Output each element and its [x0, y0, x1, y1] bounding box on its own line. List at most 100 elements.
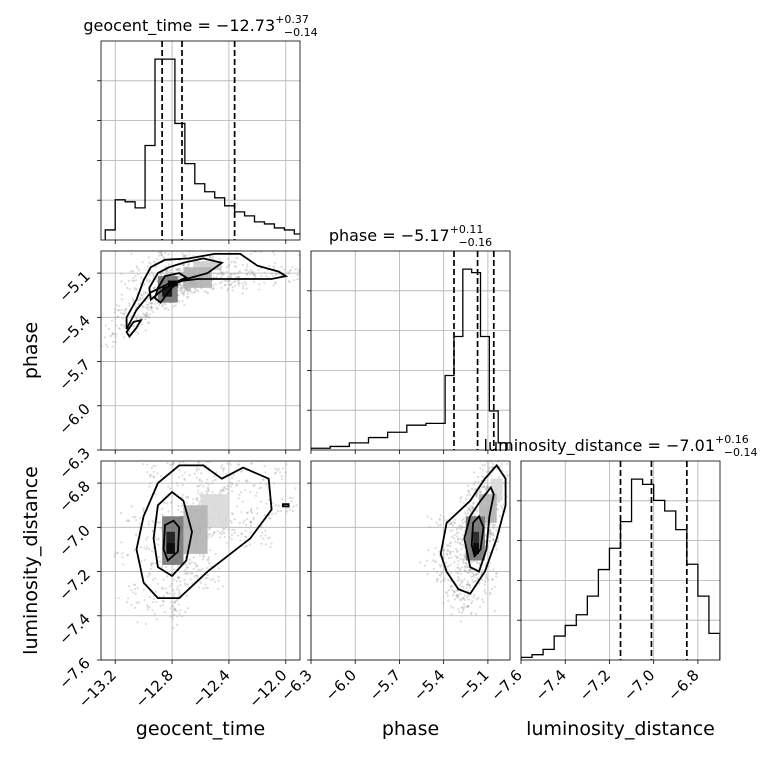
sample-point: [132, 276, 135, 280]
sample-point: [147, 256, 150, 259]
sample-point: [260, 525, 263, 528]
sample-point: [259, 455, 261, 457]
sample-point: [156, 538, 159, 541]
sample-point: [253, 273, 256, 276]
sample-point: [472, 581, 475, 584]
sample-point: [281, 497, 284, 501]
sample-point: [437, 524, 440, 527]
sample-point: [459, 497, 462, 500]
sample-point: [195, 497, 199, 500]
sample-point: [149, 305, 152, 308]
sample-point: [468, 508, 471, 511]
sample-point: [219, 466, 223, 469]
sample-point: [483, 485, 486, 489]
sample-point: [145, 291, 148, 294]
sample-point: [459, 568, 462, 571]
sample-point: [187, 287, 190, 291]
sample-point: [151, 310, 154, 313]
sample-point: [181, 461, 185, 463]
hist-panel-phase-title: phase = −5.17+0.11 −0.16: [329, 223, 492, 249]
sample-point: [463, 545, 466, 548]
sample-point: [117, 308, 121, 312]
sample-point: [465, 498, 468, 501]
sample-point: [160, 507, 164, 510]
sample-point: [232, 260, 235, 263]
sample-point: [277, 504, 280, 507]
sample-point: [461, 525, 464, 528]
sample-point: [183, 291, 186, 294]
sample-point: [467, 491, 471, 494]
sample-point: [459, 500, 462, 503]
sample-point: [154, 302, 157, 305]
sample-point: [181, 299, 184, 303]
sample-point: [463, 566, 467, 569]
sample-point: [452, 606, 455, 609]
sample-point: [159, 560, 162, 563]
sample-point: [260, 542, 263, 545]
sample-point: [269, 517, 272, 520]
sample-point: [500, 506, 504, 510]
sample-point: [456, 595, 459, 598]
sample-point: [227, 287, 230, 290]
sample-point: [184, 289, 187, 292]
sample-point: [140, 560, 143, 563]
sample-point: [446, 544, 450, 547]
sample-point: [245, 273, 249, 276]
sample-point: [120, 272, 123, 275]
sample-point: [122, 335, 125, 339]
sample-point: [177, 268, 180, 271]
sample-point: [249, 520, 253, 524]
sample-point: [217, 575, 220, 578]
sample-point: [118, 327, 122, 331]
sample-point: [479, 491, 483, 494]
sample-point: [450, 613, 453, 616]
sample-point: [195, 469, 198, 472]
sample-point: [475, 508, 478, 512]
sample-point: [134, 518, 138, 522]
sample-point: [184, 583, 187, 587]
scatter-panel-geocent-time-vs-luminosity-distance-ytick-label-4: −6.8: [55, 477, 93, 515]
sample-point: [464, 520, 467, 523]
sample-point: [489, 569, 492, 573]
sample-point: [146, 605, 149, 608]
sample-point: [166, 270, 169, 273]
sample-point: [160, 475, 163, 478]
sample-point: [463, 558, 466, 561]
sample-point: [446, 594, 449, 597]
sample-point: [460, 579, 463, 582]
sample-point: [204, 583, 207, 586]
sample-point: [223, 243, 225, 245]
sample-point: [463, 555, 466, 558]
scatter-panel-phase-vs-luminosity-distance-density-cell-4: [473, 542, 480, 554]
sample-point: [279, 509, 282, 513]
hist-panel-luminosity-distance-title-minus: −0.14: [724, 446, 758, 459]
sample-point: [493, 523, 497, 527]
sample-point: [464, 511, 467, 514]
sample-point: [238, 271, 242, 274]
sample-point: [167, 263, 170, 266]
sample-point: [483, 579, 487, 582]
sample-point: [516, 470, 518, 472]
sample-point: [461, 580, 464, 583]
sample-point: [428, 526, 431, 529]
sample-point: [294, 268, 297, 271]
sample-point: [221, 530, 224, 533]
sample-point: [228, 279, 231, 282]
sample-point: [222, 489, 225, 493]
sample-point: [181, 271, 184, 275]
sample-point: [112, 332, 115, 335]
sample-point: [485, 470, 488, 474]
sample-point: [204, 577, 207, 580]
hist-panel-geocent-time-title-minus: −0.14: [284, 26, 318, 39]
sample-point: [482, 475, 485, 478]
sample-point: [278, 471, 282, 474]
sample-point: [245, 511, 248, 515]
sample-point: [188, 474, 191, 477]
sample-point: [222, 273, 225, 276]
sample-point: [272, 284, 275, 287]
sample-point: [453, 590, 456, 593]
sample-point: [138, 269, 141, 272]
sample-point: [154, 492, 157, 496]
sample-point: [145, 545, 149, 548]
sample-point: [184, 287, 188, 290]
